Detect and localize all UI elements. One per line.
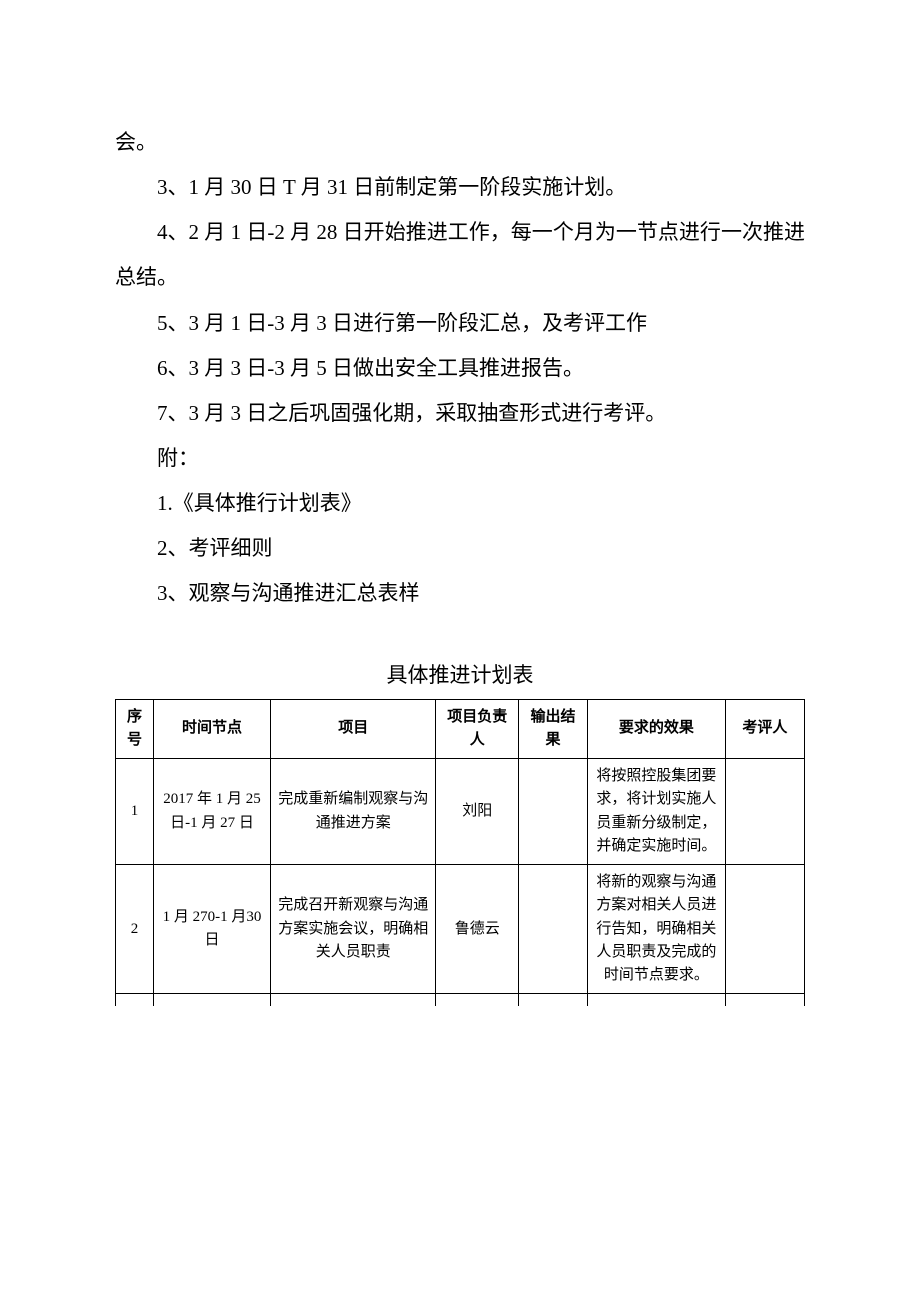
cell-empty	[587, 994, 725, 1007]
cell-time: 2017 年 1 月 25日-1 月 27 日	[153, 759, 270, 865]
cell-project: 完成召开新观察与沟通方案实施会议，明确相关人员职责	[271, 865, 436, 994]
paragraph-item-5: 5、3 月 1 日-3 月 3 日进行第一阶段汇总，及考评工作	[115, 301, 805, 346]
cell-reviewer	[725, 865, 804, 994]
cell-time: 1 月 270-1 月30 日	[153, 865, 270, 994]
cell-effect: 将按照控股集团要求，将计划实施人员重新分级制定，并确定实施时间。	[587, 759, 725, 865]
cell-output	[519, 759, 588, 865]
paragraph-attachment-2: 2、考评细则	[115, 526, 805, 571]
header-effect: 要求的效果	[587, 699, 725, 759]
cell-empty	[153, 994, 270, 1007]
cell-empty	[116, 994, 154, 1007]
cell-seq: 2	[116, 865, 154, 994]
table-row-partial	[116, 994, 805, 1007]
cell-empty	[271, 994, 436, 1007]
cell-project: 完成重新编制观察与沟通推进方案	[271, 759, 436, 865]
table-header-row: 序号 时间节点 项目 项目负责人 输出结果 要求的效果 考评人	[116, 699, 805, 759]
cell-owner: 刘阳	[436, 759, 519, 865]
header-reviewer: 考评人	[725, 699, 804, 759]
cell-empty	[725, 994, 804, 1007]
paragraph-item-7: 7、3 月 3 日之后巩固强化期，采取抽查形式进行考评。	[115, 391, 805, 436]
header-owner: 项目负责人	[436, 699, 519, 759]
header-output: 输出结果	[519, 699, 588, 759]
cell-output	[519, 865, 588, 994]
header-time: 时间节点	[153, 699, 270, 759]
paragraph-continuation: 会。	[115, 120, 805, 165]
cell-reviewer	[725, 759, 804, 865]
plan-table: 序号 时间节点 项目 项目负责人 输出结果 要求的效果 考评人 1 2017 年…	[115, 699, 805, 1007]
cell-seq: 1	[116, 759, 154, 865]
paragraph-item-6: 6、3 月 3 日-3 月 5 日做出安全工具推进报告。	[115, 346, 805, 391]
paragraph-attachment-label: 附：	[115, 436, 805, 481]
header-seq: 序号	[116, 699, 154, 759]
paragraph-item-4: 4、2 月 1 日-2 月 28 日开始推进工作，每一个月为一节点进行一次推进总…	[115, 210, 805, 300]
cell-effect: 将新的观察与沟通方案对相关人员进行告知，明确相关人员职责及完成的时间节点要求。	[587, 865, 725, 994]
paragraph-item-3: 3、1 月 30 日 T 月 31 日前制定第一阶段实施计划。	[115, 165, 805, 210]
table-row: 1 2017 年 1 月 25日-1 月 27 日 完成重新编制观察与沟通推进方…	[116, 759, 805, 865]
table-title: 具体推进计划表	[115, 659, 805, 689]
cell-empty	[519, 994, 588, 1007]
paragraph-attachment-3: 3、观察与沟通推进汇总表样	[115, 571, 805, 616]
header-project: 项目	[271, 699, 436, 759]
cell-owner: 鲁德云	[436, 865, 519, 994]
table-row: 2 1 月 270-1 月30 日 完成召开新观察与沟通方案实施会议，明确相关人…	[116, 865, 805, 994]
paragraph-attachment-1: 1.《具体推行计划表》	[115, 481, 805, 526]
cell-empty	[436, 994, 519, 1007]
